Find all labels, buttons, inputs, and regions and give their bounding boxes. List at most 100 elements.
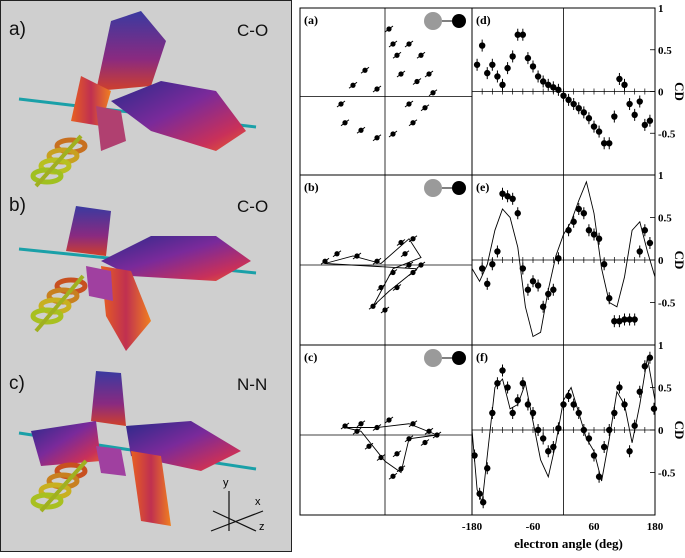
cd-point <box>545 81 552 89</box>
cd-point <box>595 473 603 480</box>
panel-letter-b: b) <box>9 195 26 216</box>
polar-point <box>370 303 376 309</box>
polar-point <box>322 258 328 264</box>
cd-point <box>621 81 628 89</box>
cd-point <box>509 409 516 417</box>
cd-point <box>611 409 618 417</box>
cd-point <box>626 448 633 455</box>
cd-point <box>545 448 552 455</box>
x-tick-label: -60 <box>526 521 541 533</box>
cd-point <box>631 111 638 119</box>
cd-point <box>494 380 501 387</box>
cd-point <box>494 73 501 80</box>
cd-point <box>504 64 511 72</box>
molecule-label-b: C-O <box>237 197 269 216</box>
cd-point <box>565 96 572 104</box>
cd-point <box>499 190 506 197</box>
cd-panel-label: (f) <box>476 350 488 364</box>
axis-z-label: z <box>259 521 265 533</box>
cd-point <box>616 318 623 325</box>
cd-point <box>626 100 633 108</box>
polar-point <box>358 127 364 133</box>
x-tick-label: 180 <box>647 521 664 533</box>
cd-point <box>570 100 577 108</box>
polar-point <box>382 307 388 313</box>
polar-point <box>422 439 428 446</box>
cd-point <box>539 303 547 310</box>
cd-fit-curve <box>471 180 656 338</box>
polar-point <box>366 443 372 449</box>
cd-point <box>590 231 598 238</box>
cd-y-tick-label: 1 <box>658 3 664 15</box>
cd-point <box>580 210 588 217</box>
cd-point <box>550 286 557 293</box>
polar-point <box>406 101 412 107</box>
cd-point <box>585 227 593 234</box>
polar-point <box>390 269 396 276</box>
cd-point <box>575 105 582 112</box>
polar-point <box>406 41 412 47</box>
cd-point <box>641 121 649 129</box>
axis-y-label: y <box>223 477 229 489</box>
molecule-label-a: C-O <box>237 21 269 40</box>
cd-point <box>585 435 593 442</box>
cd-y-tick-label: -0.5 <box>658 298 676 310</box>
polar-point <box>406 436 412 442</box>
polar-point <box>402 251 408 257</box>
cd-point <box>560 401 567 408</box>
cd-y-tick-label: 0 <box>658 425 664 437</box>
polar-point <box>354 428 360 434</box>
cd-point <box>621 401 628 408</box>
polar-point <box>374 135 380 141</box>
cd-point <box>600 443 608 451</box>
cd-y-tick-label: 0.5 <box>658 383 672 395</box>
polar-point <box>358 421 364 427</box>
cd-point <box>616 384 623 391</box>
cd-y-tick-label: 0 <box>658 87 664 99</box>
cd-point <box>636 388 643 395</box>
cd-point <box>545 290 552 298</box>
polar-point <box>386 417 392 423</box>
polar-panel-label: (a) <box>304 13 318 27</box>
cd-point <box>534 282 542 289</box>
cd-y-tick-label: 1 <box>658 340 664 352</box>
polar-point <box>418 52 424 58</box>
atom-gray-icon <box>424 179 442 197</box>
polar-point <box>350 82 356 88</box>
cd-point <box>650 405 658 412</box>
cd-point <box>476 490 483 497</box>
cd-axis-title: CD <box>672 82 685 101</box>
polar-point <box>374 258 380 264</box>
atom-gray-icon <box>424 12 442 30</box>
cd-point <box>524 286 532 293</box>
cd-point <box>514 31 521 38</box>
cd-point <box>606 140 613 147</box>
cd-point <box>514 210 521 217</box>
cd-point <box>641 227 649 234</box>
cd-point <box>575 409 582 417</box>
orbital-c <box>18 371 257 526</box>
cd-point <box>555 425 562 432</box>
cd-point <box>514 397 521 404</box>
cd-point <box>636 98 643 105</box>
cd-point <box>524 401 532 408</box>
cd-point <box>600 140 608 147</box>
cd-point <box>471 452 478 459</box>
orbital-illustrations <box>18 11 264 532</box>
cd-point <box>478 42 486 49</box>
polar-point <box>410 269 416 276</box>
cd-axis-title: CD <box>672 251 685 270</box>
orbital-b <box>18 206 257 351</box>
polar-point <box>394 451 400 457</box>
cd-point <box>539 78 547 85</box>
cd-point <box>539 435 547 442</box>
cd-point <box>585 115 593 122</box>
cd-point <box>631 422 638 429</box>
polar-point <box>338 101 344 107</box>
polar-point <box>418 262 424 268</box>
polar-point <box>434 432 440 438</box>
cd-point <box>494 248 501 255</box>
cd-point <box>534 73 542 80</box>
cd-y-tick-label: -0.5 <box>658 128 676 140</box>
cd-point <box>529 278 537 285</box>
